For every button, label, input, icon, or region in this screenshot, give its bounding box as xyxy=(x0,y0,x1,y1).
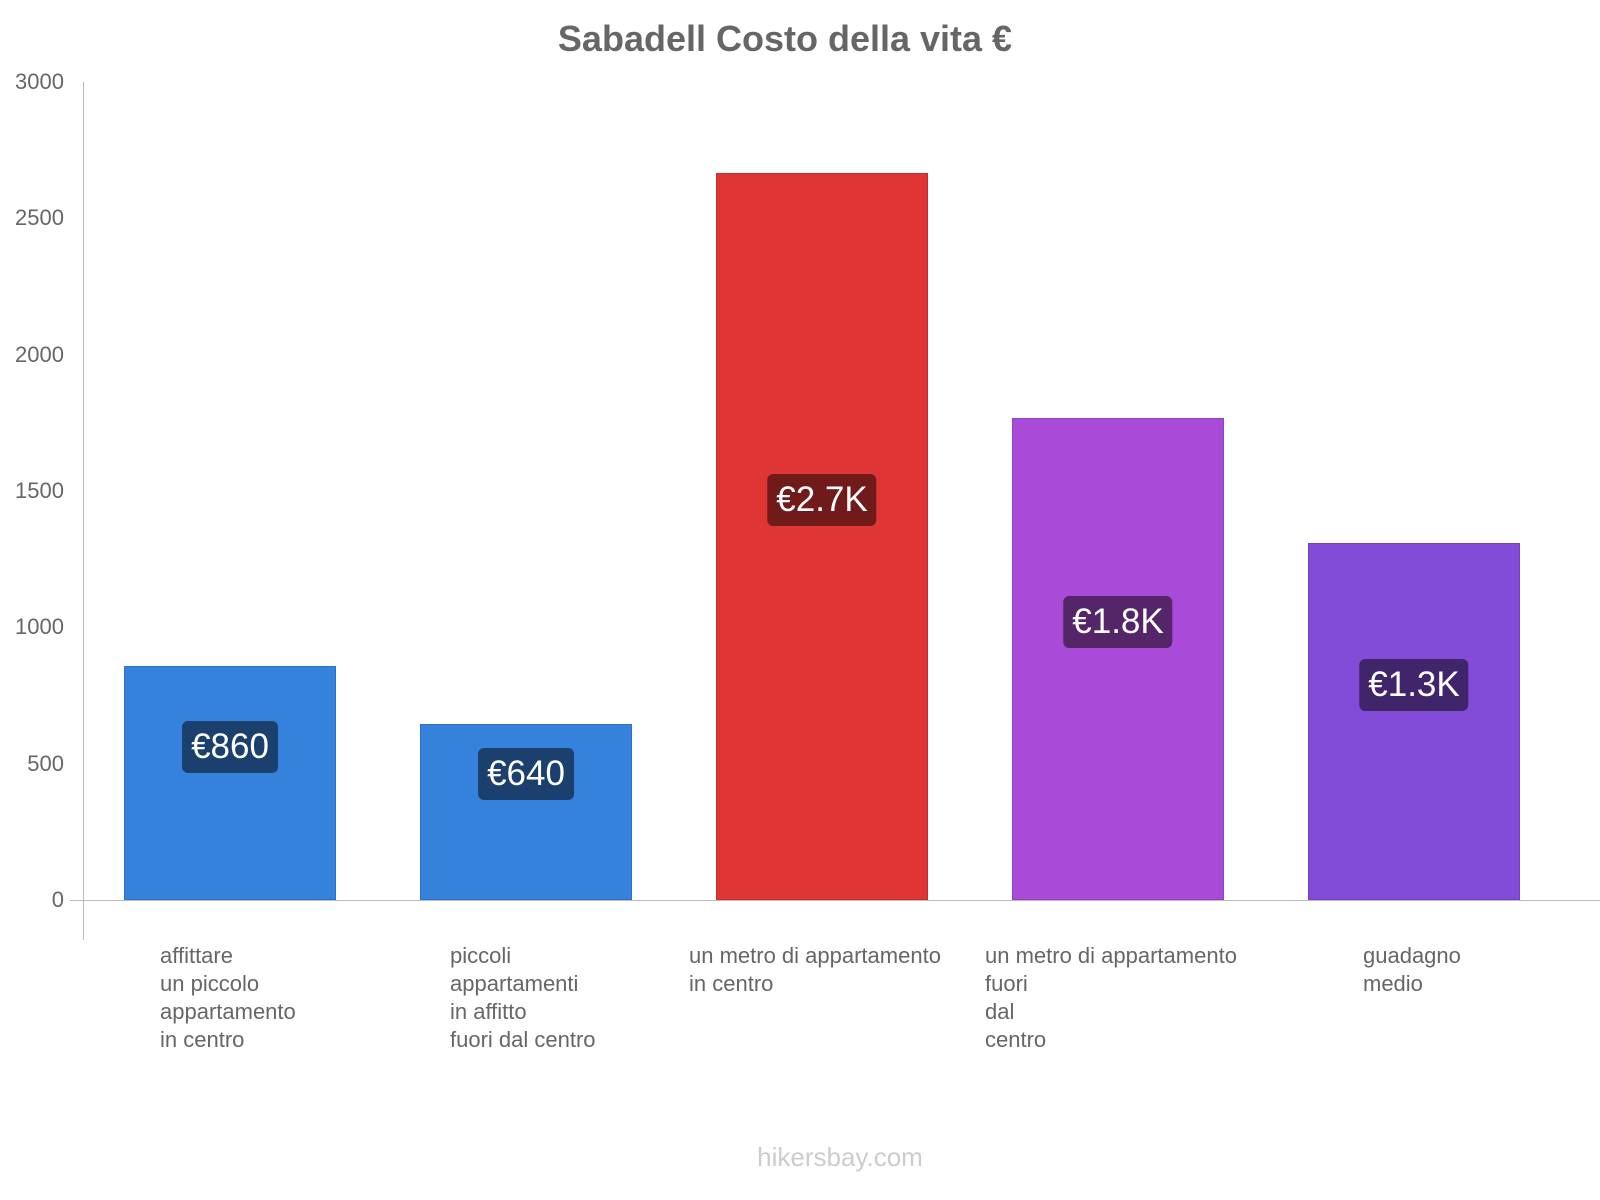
y-axis-line xyxy=(83,82,84,940)
x-axis-line xyxy=(70,900,1600,901)
bar-sqm-apartment-outside-center[interactable] xyxy=(1012,418,1224,900)
value-label: €860 xyxy=(182,721,278,773)
bar-sqm-apartment-center[interactable] xyxy=(716,173,928,900)
x-label: guadagno medio xyxy=(1363,943,1461,996)
value-label: €1.3K xyxy=(1359,659,1469,711)
y-tick-2000: 2000 xyxy=(15,342,64,367)
x-label: un metro di appartamento in centro xyxy=(689,943,941,996)
value-label: €1.8K xyxy=(1063,596,1173,648)
bar-average-salary[interactable] xyxy=(1308,543,1520,900)
y-tick-3000: 3000 xyxy=(15,69,64,94)
x-label: affittare un piccolo appartamento in cen… xyxy=(160,943,296,1052)
y-tick-0: 0 xyxy=(51,887,64,912)
y-tick-500: 500 xyxy=(27,751,64,776)
x-label: piccoli appartamenti in affitto fuori da… xyxy=(450,943,596,1052)
value-label: €2.7K xyxy=(767,474,877,526)
y-tick-1500: 1500 xyxy=(15,478,64,503)
chart-title: Sabadell Costo della vita € xyxy=(557,18,1013,59)
bar-rent-small-apartment-center[interactable] xyxy=(124,666,336,900)
x-label: un metro di appartamento fuori dal centr… xyxy=(985,943,1237,1052)
watermark: hikersbay.com xyxy=(757,1142,923,1172)
value-label: €640 xyxy=(478,748,574,800)
y-tick-1000: 1000 xyxy=(15,614,64,639)
y-tick-2500: 2500 xyxy=(15,205,64,230)
